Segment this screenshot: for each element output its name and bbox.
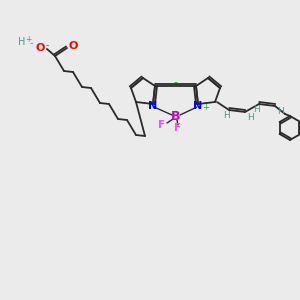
Text: O: O <box>35 43 45 53</box>
Text: N: N <box>194 101 202 111</box>
Text: -: - <box>173 77 178 87</box>
Text: H: H <box>223 112 230 121</box>
Text: +: + <box>202 103 209 112</box>
Text: -: - <box>29 38 33 48</box>
Text: O: O <box>68 41 78 51</box>
Text: +: + <box>25 35 31 44</box>
Text: H: H <box>18 37 26 47</box>
Text: F: F <box>158 120 166 130</box>
Text: N: N <box>148 101 158 111</box>
Text: H: H <box>247 113 254 122</box>
Text: H: H <box>277 107 284 116</box>
Text: F: F <box>174 123 182 133</box>
Text: -: - <box>45 41 49 50</box>
Text: H: H <box>253 106 260 115</box>
Text: B: B <box>171 110 181 122</box>
